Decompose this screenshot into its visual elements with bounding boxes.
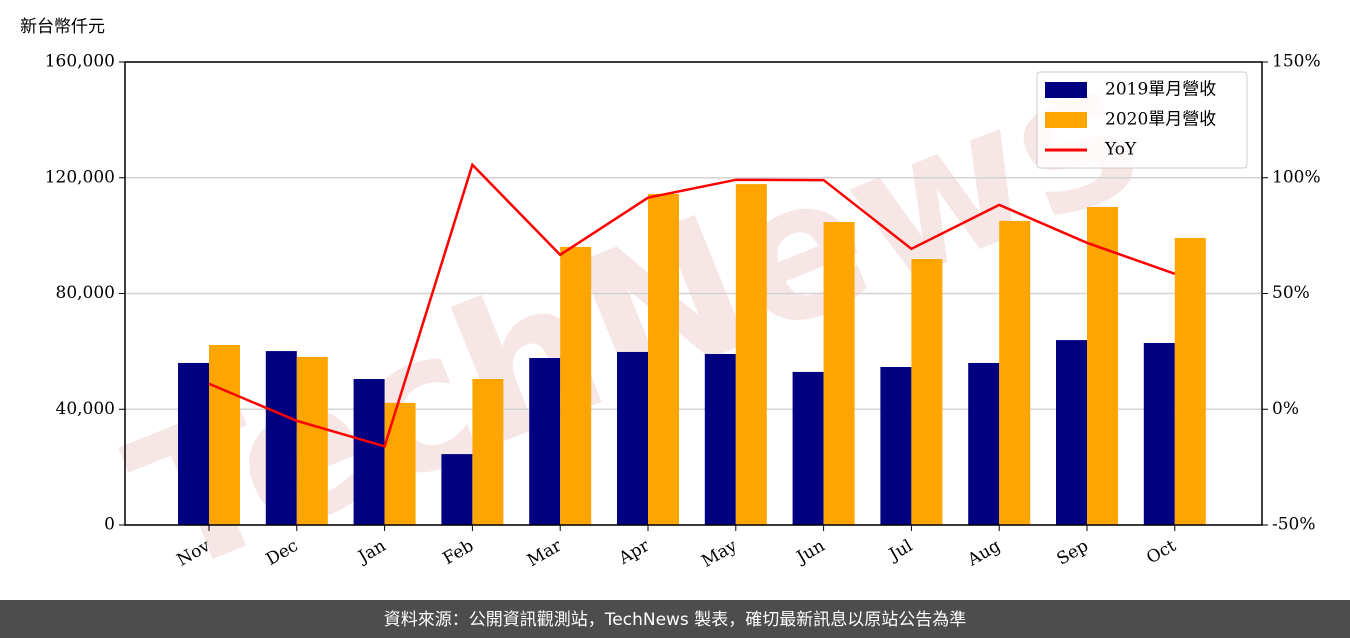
bar [1087,206,1118,525]
y2-tick-label: -50% [1272,515,1316,535]
plot-frame [124,61,1263,526]
x-tick-label: Jul [884,536,916,566]
bar [1174,237,1206,525]
legend-label: YoY [1104,140,1137,160]
y-tick-label: 160,000 [45,52,115,72]
bar [999,220,1031,525]
x-tick-label: Oct [1143,536,1179,569]
x-tick-label: Apr [615,535,654,569]
line [208,162,1176,448]
bar [209,345,240,525]
bar [880,367,912,525]
x-tick-label: Aug [964,536,1005,571]
bar [617,351,648,525]
legend-label: 2019單月營收 [1105,80,1216,100]
bar [735,184,767,525]
x-tick-label: Feb [440,536,478,569]
y-tick-label: 0 [104,515,115,535]
y2-tick-label: 0% [1272,399,1299,419]
bar [441,454,473,525]
y-tick-label: 120,000 [45,167,115,187]
bar [296,356,328,525]
x-tick-label: Sep [1054,536,1092,570]
legend-label: 2020單月營收 [1105,110,1216,130]
bar [560,246,592,525]
bar [823,222,855,526]
legend-box [1036,71,1248,169]
y-tick-label: 80,000 [56,283,115,303]
bar [704,353,736,525]
legend-swatch [1045,82,1087,98]
footer-bar [0,600,1350,638]
x-tick-label: Mar [524,535,566,571]
bar [968,362,1000,525]
bar [265,351,297,525]
bar [178,362,209,525]
legend-swatch [1045,112,1087,128]
bar [472,379,504,525]
footer: 資料來源：公開資訊觀測站，TechNews 製表，確切最新訊息以原站公告為準 [384,610,966,630]
bar [792,371,824,525]
bar [1056,340,1087,525]
bar [911,259,943,525]
bar [353,379,385,525]
y2-tick-label: 150% [1272,52,1321,72]
y-axis-label: 新台幣仟元 [20,17,105,37]
bar [529,358,561,525]
x-tick-label: Jun [792,536,829,569]
y-tick-label: 40,000 [56,399,115,419]
bar [1143,342,1175,525]
bar [648,193,679,525]
x-tick-label: May [698,536,741,572]
y2-tick-label: 50% [1272,283,1310,303]
y2-tick-label: 100% [1272,167,1321,187]
bar [384,402,416,525]
